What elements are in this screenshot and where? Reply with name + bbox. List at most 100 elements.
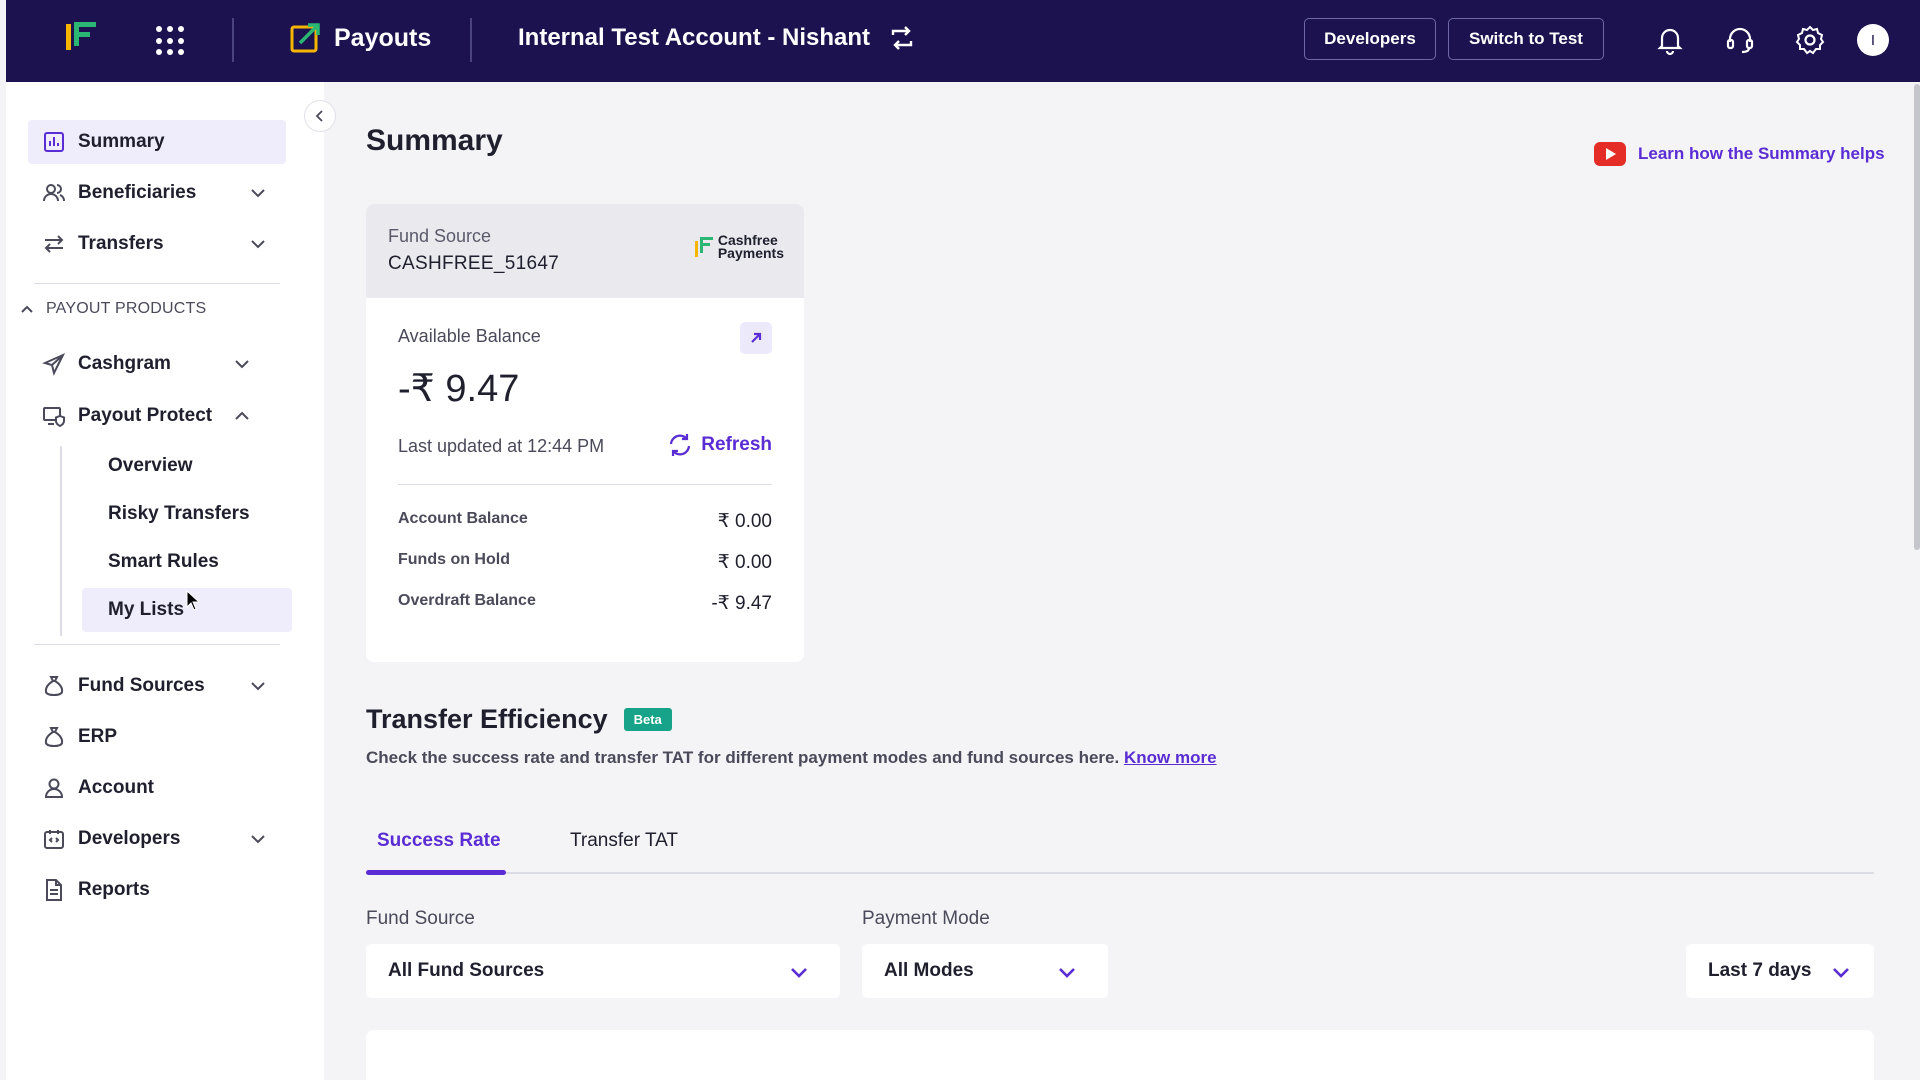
fund-source-header: Fund Source CASHFREE_51647 Cashfree Payme…: [366, 204, 804, 298]
tab-success-rate[interactable]: Success Rate: [377, 830, 501, 851]
sidebar-item-label: Fund Sources: [78, 675, 205, 696]
tabs-baseline: [366, 872, 1874, 874]
sidebar-subitem-label: Overview: [108, 455, 193, 476]
available-balance-value: -₹ 9.47: [398, 368, 520, 410]
chevron-down-icon: [1833, 968, 1849, 978]
payment-mode-select-value: All Modes: [884, 960, 974, 981]
sidebar-item-label: Summary: [78, 131, 165, 152]
payment-mode-select[interactable]: All Modes: [862, 944, 1108, 998]
submenu-guide-line: [60, 446, 62, 636]
refresh-button[interactable]: Refresh: [667, 432, 772, 458]
sidebar-item-payout-protect[interactable]: Payout Protect: [28, 394, 286, 438]
balance-row: Overdraft Balance -₹ 9.47: [398, 592, 772, 615]
sidebar-item-account[interactable]: Account: [28, 766, 286, 810]
account-switcher[interactable]: Internal Test Account - Nishant: [518, 24, 916, 52]
fund-source-value: CASHFREE_51647: [388, 253, 560, 274]
divider: [34, 283, 280, 284]
learn-summary-label: Learn how the Summary helps: [1638, 144, 1885, 163]
money-bag-icon: [44, 676, 64, 697]
monitor-shield-icon: [43, 407, 65, 428]
bell-icon[interactable]: [1654, 24, 1686, 56]
sidebar-item-transfers[interactable]: Transfers: [28, 222, 286, 266]
developers-button[interactable]: Developers: [1304, 18, 1436, 60]
sidebar-item-label: Transfers: [78, 233, 164, 254]
support-headset-icon[interactable]: [1724, 24, 1756, 56]
divider: [34, 644, 280, 645]
collapse-sidebar-button[interactable]: [304, 100, 336, 132]
chevron-down-icon: [1059, 968, 1075, 978]
send-icon: [42, 352, 66, 376]
sidebar-item-label: ERP: [78, 726, 118, 747]
page-title: Summary: [366, 124, 503, 157]
learn-summary-link[interactable]: Learn how the Summary helps: [1594, 142, 1885, 166]
payout-products-section-toggle[interactable]: PAYOUT PRODUCTS: [20, 300, 206, 318]
sidebar-item-cashgram[interactable]: Cashgram: [28, 342, 286, 386]
last-updated-text: Last updated at 12:44 PM: [398, 436, 605, 456]
balance-row-label: Overdraft Balance: [398, 592, 536, 609]
gear-icon[interactable]: [1794, 24, 1826, 56]
money-bag-icon: [44, 727, 64, 748]
sidebar-subitem-overview[interactable]: Overview: [82, 444, 292, 488]
chevron-down-icon: [251, 240, 265, 249]
balance-row-value: ₹ 0.00: [717, 552, 772, 573]
open-balance-button[interactable]: [740, 322, 772, 354]
code-box-icon: [44, 830, 64, 849]
avatar[interactable]: I: [1857, 24, 1889, 56]
chevron-down-icon: [251, 189, 265, 198]
cf-logo-line2: Payments: [717, 245, 784, 261]
divider: [398, 484, 772, 485]
fund-source-select[interactable]: All Fund Sources: [366, 944, 840, 998]
transfer-arrows-icon: [44, 235, 64, 253]
apps-grid-icon[interactable]: [156, 26, 186, 56]
sidebar-subitem-label: Risky Transfers: [108, 503, 250, 524]
balance-row: Account Balance ₹ 0.00: [398, 510, 772, 533]
sidebar-subitem-smart-rules[interactable]: Smart Rules: [82, 540, 292, 584]
sidebar-item-reports[interactable]: Reports: [28, 868, 286, 912]
know-more-link[interactable]: Know more: [1123, 748, 1217, 767]
transfer-efficiency-title: Transfer Efficiency: [366, 704, 608, 734]
balance-row-value: ₹ 0.00: [717, 511, 772, 532]
page-scrollbar[interactable]: [1914, 84, 1920, 550]
cashfree-logo[interactable]: [60, 18, 100, 58]
product-name: Payouts: [334, 23, 432, 52]
payment-mode-filter-label: Payment Mode: [862, 908, 990, 929]
top-bar: Payouts Internal Test Account - Nishant …: [6, 0, 1920, 82]
balance-row-label: Account Balance: [398, 510, 528, 527]
divider: [232, 18, 234, 62]
sidebar-item-label: Payout Protect: [78, 405, 213, 426]
description-text: Check the success rate and transfer TAT …: [366, 748, 1120, 767]
bar-chart-icon: [44, 132, 64, 152]
balance-row: Funds on Hold ₹ 0.00: [398, 551, 772, 574]
sidebar-item-summary[interactable]: Summary: [28, 120, 286, 164]
product-switcher[interactable]: Payouts: [290, 22, 431, 54]
chevron-down-icon: [251, 835, 265, 844]
tab-transfer-tat[interactable]: Transfer TAT: [570, 830, 679, 851]
switch-to-test-button[interactable]: Switch to Test: [1448, 18, 1604, 60]
date-range-select[interactable]: Last 7 days: [1686, 944, 1874, 998]
balance-row-value: -₹ 9.47: [711, 593, 772, 614]
chevron-down-icon: [235, 360, 249, 369]
refresh-icon: [670, 434, 691, 456]
date-range-select-value: Last 7 days: [1708, 960, 1812, 981]
sidebar-subitem-label: Smart Rules: [108, 551, 219, 572]
sidebar-item-label: Cashgram: [78, 353, 171, 374]
sidebar-item-label: Beneficiaries: [78, 182, 197, 203]
sidebar-item-erp[interactable]: ERP: [28, 715, 286, 759]
users-icon: [43, 184, 65, 202]
sidebar-item-developers[interactable]: Developers: [28, 817, 286, 861]
chevron-down-icon: [251, 682, 265, 691]
youtube-icon: [1594, 142, 1626, 166]
sidebar-item-fund-sources[interactable]: Fund Sources: [28, 664, 286, 708]
sidebar-subitem-risky-transfers[interactable]: Risky Transfers: [82, 492, 292, 536]
chevron-up-icon: [235, 411, 249, 420]
cashfree-payments-logo: Cashfree Payments: [694, 233, 784, 261]
active-tab-indicator: [366, 870, 506, 875]
switch-account-icon[interactable]: [888, 24, 916, 52]
success-rate-chart-card: [366, 1030, 1874, 1080]
payouts-icon: [290, 23, 320, 53]
balance-row-label: Funds on Hold: [398, 551, 510, 568]
chevron-down-icon: [791, 968, 807, 978]
sidebar-item-beneficiaries[interactable]: Beneficiaries: [28, 171, 286, 215]
chevron-up-icon: [21, 305, 33, 313]
chevron-left-icon: [315, 110, 323, 122]
